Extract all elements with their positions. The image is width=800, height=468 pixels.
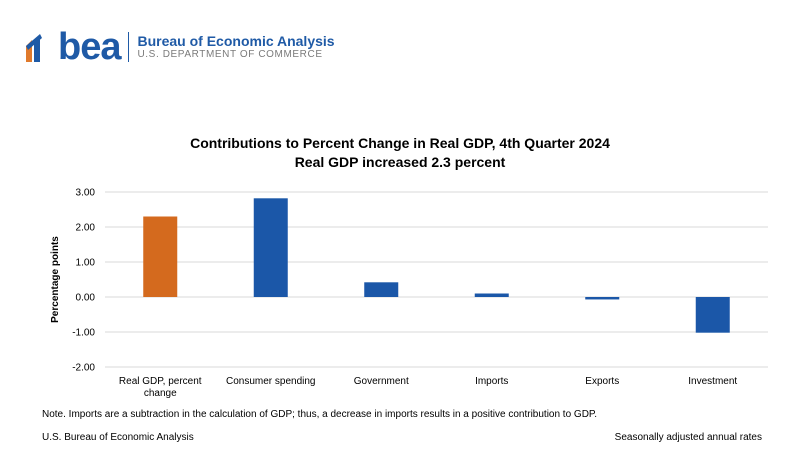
- chart-note: Note. Imports are a subtraction in the c…: [42, 409, 598, 420]
- bar: [253, 198, 288, 297]
- y-tick-label: -1.00: [72, 328, 95, 339]
- org-name: Bureau of Economic Analysis: [137, 32, 335, 49]
- y-tick-label: 0.00: [76, 293, 96, 304]
- x-tick-label: Investment: [688, 376, 737, 387]
- bar: [585, 297, 620, 300]
- y-tick-label: 1.00: [76, 258, 96, 269]
- x-tick-label: Exports: [585, 376, 619, 387]
- bea-logo-icon: [26, 34, 42, 62]
- chart-title-block: Contributions to Percent Change in Real …: [0, 134, 800, 172]
- y-axis-label: Percentage points: [50, 236, 61, 323]
- x-tick-label: change: [144, 388, 177, 399]
- bar: [474, 293, 509, 297]
- x-tick-label: Consumer spending: [226, 376, 316, 387]
- source-label: U.S. Bureau of Economic Analysis: [42, 432, 194, 443]
- logo-divider: [128, 32, 130, 62]
- department-name: U.S. DEPARTMENT OF COMMERCE: [137, 48, 323, 60]
- bar: [695, 297, 730, 333]
- rates-label: Seasonally adjusted annual rates: [614, 432, 762, 443]
- y-tick-label: -2.00: [72, 363, 95, 374]
- y-tick-label: 2.00: [76, 223, 96, 234]
- chart-title: Contributions to Percent Change in Real …: [190, 135, 610, 151]
- bar: [364, 282, 399, 297]
- bar: [143, 216, 178, 297]
- y-tick-label: 3.00: [76, 188, 96, 199]
- x-tick-label: Imports: [475, 376, 508, 387]
- bea-logo: bea Bureau of Economic Analysis U.S. DEP…: [26, 26, 335, 68]
- chart-subtitle: Real GDP increased 2.3 percent: [294, 154, 506, 170]
- logo-wordmark: bea: [58, 26, 121, 68]
- x-tick-label: Real GDP, percent: [119, 376, 202, 387]
- x-tick-label: Government: [354, 376, 409, 387]
